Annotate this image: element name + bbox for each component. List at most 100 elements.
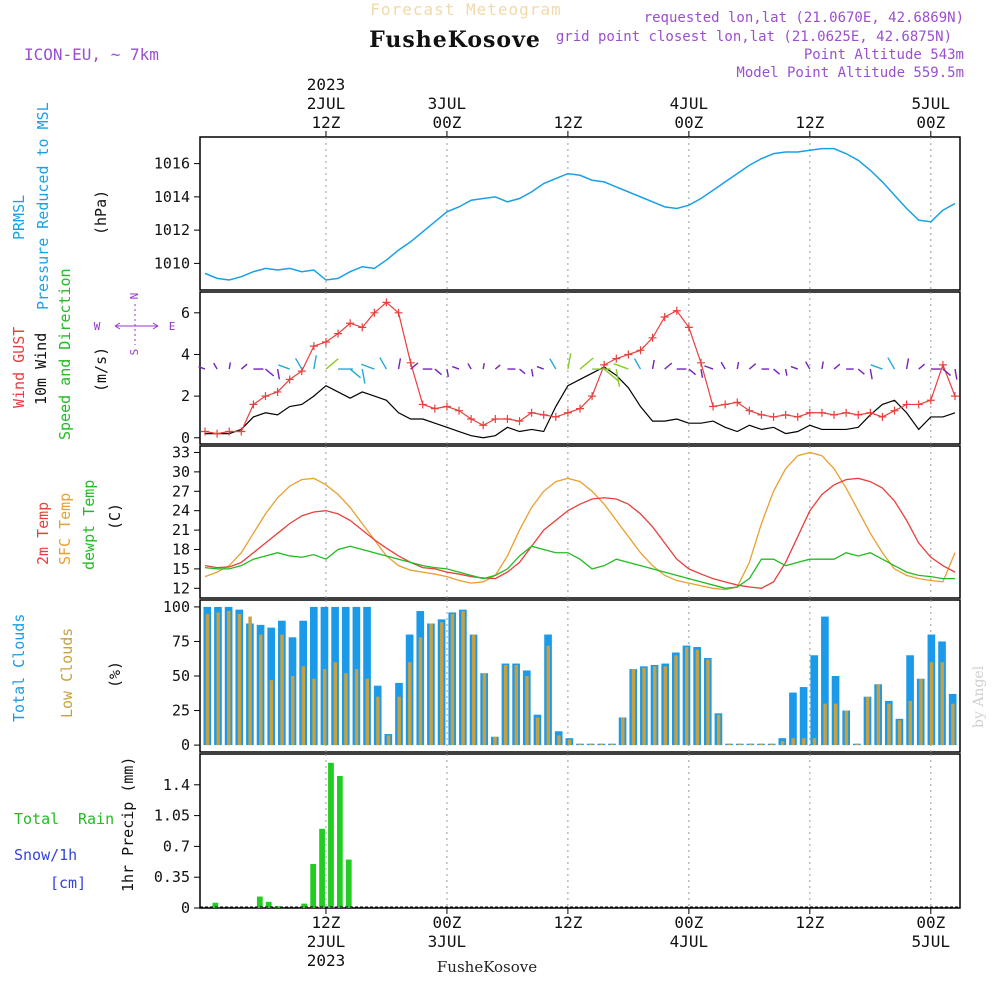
gust-mark [612,354,621,363]
low-cloud-bar [440,622,444,746]
gust-mark [406,358,415,367]
wind-arrow [784,368,788,376]
gust-mark [576,404,584,413]
low-cloud-bar [727,743,731,746]
wind-arrow [613,363,629,370]
gust-mark [636,346,645,355]
low-cloud-bar [823,703,827,746]
ytick-label-precip-1: 0.35 [154,868,190,886]
gust-mark [201,427,209,436]
bottom-tick-label-4-l1: 12Z [795,913,824,932]
gust-mark [479,421,488,430]
wind-arrow [664,362,673,370]
gust-mark [551,412,560,421]
gust-mark [249,400,258,409]
total-cloud-bar [363,606,371,746]
low-cloud-bar [834,703,838,746]
wind-arrow [294,357,303,370]
rain-bar [265,901,272,908]
cloud-series [203,606,957,746]
wind-arrow [519,368,526,375]
top-tick-label-4-l3: 12Z [795,113,824,132]
bottom-tick-label-5-l1: 00Z [916,913,945,932]
top-tick-label-5-l3: 00Z [916,113,945,132]
total-cloud-bar [810,655,819,746]
wind-arrow [821,361,824,370]
model-label: ICON-EU, ~ 7km [24,45,159,64]
ytick-label-cloud-4: 100 [163,598,190,616]
panel-frame-pressure [199,136,961,291]
pressure-line [204,147,956,281]
temp-sfc-label: SFC Temp [56,493,74,565]
bottom-tick-label-0-l3: 2023 [307,951,346,970]
total-label: Total [14,810,59,828]
low-cloud-bar [269,680,274,746]
low-cloud-bar [674,655,678,746]
low-cloud-bar [557,735,561,746]
low-cloud-bar [610,743,614,746]
gust-mark [672,306,681,315]
ytick-label-temp-0: 12 [172,579,190,597]
low-cloud-bar [748,743,753,746]
bottom-tick-label-1-l1: 00Z [432,913,461,932]
gust-mark [926,396,935,405]
low-cloud-bar [738,743,742,746]
low-cloud-bar [227,611,231,746]
low-cloud-bar [290,676,295,746]
gust-mark [684,323,693,332]
low-cloud-bar [386,735,391,746]
temp-dew-label: dewpt Temp [80,480,98,570]
rain-bar [328,762,334,908]
ytick-label-pressure-1: 1012 [154,221,190,239]
product-title: Forecast Meteogram [370,0,561,19]
temp-unit-label: (C) [106,503,124,530]
wind-arrow [536,365,544,370]
low-cloud-bar [301,666,306,746]
point-altitude: Point Altitude 543m [804,47,964,63]
wind-arrow [361,368,366,384]
ytick-label-precip-2: 0.7 [163,837,190,855]
low-cloud-bar [312,678,316,746]
wind-arrow [704,365,714,370]
bottom-tick-label-3-l1: 00Z [674,913,703,932]
gust-mark [733,398,742,407]
low-cloud-bar [844,710,849,746]
top-tick-label-0-l1: 2023 [307,75,346,94]
bottom-tick-label-5-l2: 5JUL [912,932,951,951]
gust-mark [273,387,282,396]
bottom-tick-label-0-l1: 12Z [312,913,341,932]
gust-mark [938,360,947,369]
wind-arrow [379,357,388,370]
top-tick-label-1-l3: 00Z [432,113,461,132]
wind-arrow [410,362,419,370]
gust-mark [769,412,778,421]
wind-speed-line [205,366,956,439]
wind-arrow [603,368,620,383]
pressure-unit-label: (hPa) [92,190,110,235]
gust-mark [757,410,766,419]
low-cloud-bar [482,673,487,746]
low-cloud-bar [397,696,401,746]
gust-mark [563,408,572,417]
gust-mark [213,429,222,438]
gust-mark [951,392,959,401]
wind-arrow [567,353,572,370]
gust-mark [793,412,802,421]
low-cloud-bar [759,743,763,746]
gust-mark [321,337,330,346]
low-cloud-bar [408,662,412,746]
total-clouds-label: Total Clouds [10,614,28,722]
gust-mark [394,308,403,317]
low-cloud-bar [631,669,636,746]
compass-s: S [128,349,141,356]
ytick-label-precip-3: 1.05 [154,807,190,825]
wind-arrow [790,365,798,370]
ytick-label-precip-4: 1.4 [163,776,190,794]
ytick-label-cloud-2: 50 [172,667,190,685]
wind-arrow [805,361,811,370]
low-cloud-bar [716,714,721,746]
wind-arrow [954,368,958,380]
gust-mark [721,400,730,409]
low-cloud-bar [684,646,689,746]
